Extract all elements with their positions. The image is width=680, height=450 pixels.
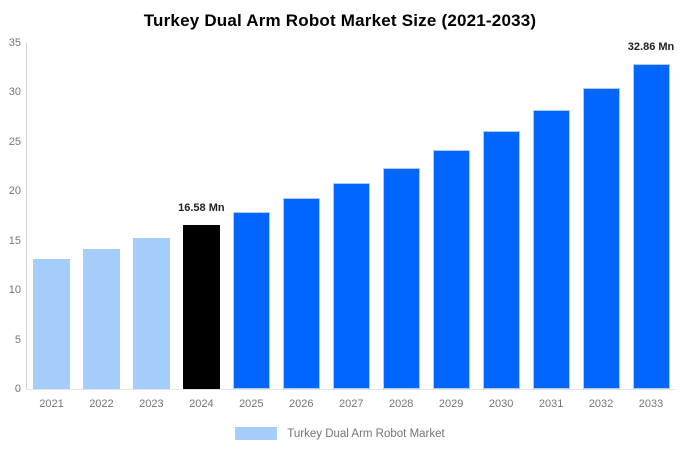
legend-label: Turkey Dual Arm Robot Market [287,427,445,440]
x-tick-label-2028: 2028 [388,398,414,410]
bar-value-label-2033: 32.86 Mn [627,41,675,54]
x-tick-label-2027: 2027 [339,398,364,410]
bar-2033 [632,64,670,389]
bar-2027 [332,183,370,389]
x-tick-label-2029: 2029 [438,398,464,410]
bar-2023 [132,237,170,389]
bar-2025 [232,212,270,389]
bar-2032 [582,88,620,389]
x-axis-line [26,389,676,390]
legend-swatch [235,427,278,440]
legend-item-turkey-dual-arm-robot-market[interactable]: Turkey Dual Arm Robot Market [235,427,445,440]
bar-2030 [482,130,520,389]
x-tick-label-2025: 2025 [239,398,264,410]
bar-2021 [32,259,70,389]
x-tick-label-2021: 2021 [39,398,64,410]
bar-2026 [282,198,320,389]
y-tick-label-5: 5 [14,333,21,346]
bar-2031 [532,110,570,389]
y-tick-label-0: 0 [14,383,21,395]
x-tick-label-2026: 2026 [289,398,314,410]
y-tick-label-25: 25 [8,135,21,148]
y-tick-label-20: 20 [8,185,21,198]
bar-value-label-2024: 16.58 Mn [178,202,225,215]
x-tick-label-2032: 2032 [588,398,614,410]
x-tick-label-2024: 2024 [189,398,214,410]
bar-2029 [432,149,470,389]
y-tick-label-15: 15 [8,234,21,247]
bar-2022 [82,248,120,389]
chart-legend: Turkey Dual Arm Robot Market [0,427,680,440]
bar-2028 [382,167,420,389]
y-axis-line [26,43,27,389]
x-tick-label-2031: 2031 [538,398,564,410]
y-tick-label-35: 35 [8,37,21,49]
chart-title: Turkey Dual Arm Robot Market Size (2021-… [143,11,537,30]
x-tick-label-2033: 2033 [638,398,664,410]
x-tick-label-2023: 2023 [139,398,164,410]
y-tick-label-10: 10 [8,284,21,297]
y-tick-label-30: 30 [8,86,21,99]
x-tick-label-2030: 2030 [488,398,514,410]
bar-2024 [182,225,220,389]
x-tick-label-2022: 2022 [89,398,114,410]
